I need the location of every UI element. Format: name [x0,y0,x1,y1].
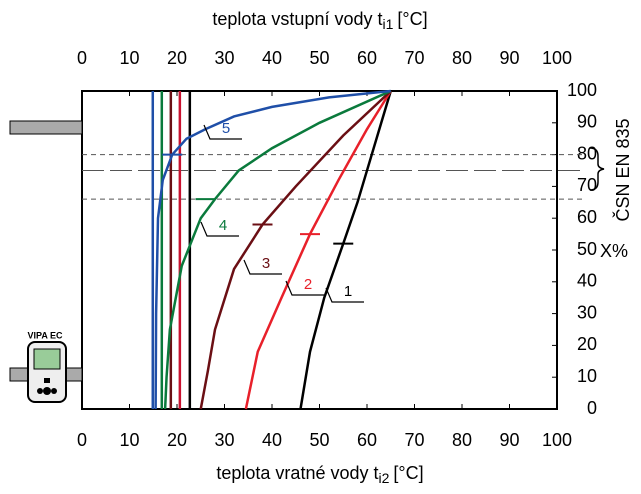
x-tick-label: 10 [119,430,139,450]
curve [163,89,392,410]
pipe [9,120,83,135]
x2-tick-label: 90 [499,48,519,68]
curve-label: 5 [222,120,230,137]
x2-tick-label: 30 [214,48,234,68]
x-tick-label: 0 [77,430,87,450]
x2-tick-label: 20 [167,48,187,68]
device-label: VIPA EC [27,330,63,340]
x-tick-label: 70 [404,430,424,450]
x2-tick-label: 50 [309,48,329,68]
label-leader [200,221,239,237]
x2-tick-label: 80 [452,48,472,68]
label-leader [285,280,324,296]
y-tick-label: 50 [577,239,597,259]
label-leader [243,259,282,275]
x2-tick-label: 40 [262,48,282,68]
curve-label: 1 [344,283,352,300]
x-tick-label: 100 [542,430,572,450]
y-tick-label: 90 [577,112,597,132]
curve-label: 2 [304,276,312,293]
x2-tick-label: 100 [542,48,572,68]
x2-tick-label: 10 [119,48,139,68]
x-tick-label: 90 [499,430,519,450]
y-tick-label: 80 [577,143,597,163]
y-tick-label: 60 [577,207,597,227]
x-tick-label: 50 [309,430,329,450]
x-tick-label: 40 [262,430,282,450]
curve [199,90,392,410]
x-tick-label: 60 [357,430,377,450]
y-tick-label: 100 [567,80,597,100]
curve-label: 3 [262,255,270,272]
y-unit-label: X% [600,241,628,261]
y-tick-label: 70 [577,175,597,195]
device [27,341,67,403]
x2-tick-label: 70 [404,48,424,68]
curve [154,89,391,410]
y-tick-label: 0 [587,398,597,418]
y-tick-label: 20 [577,334,597,354]
label-leader [203,124,242,140]
x-axis-label: teplota vratné vody ti2 [°C] [216,463,423,486]
x2-tick-label: 0 [77,48,87,68]
y-tick-label: 40 [577,271,597,291]
x-tick-label: 30 [214,430,234,450]
x-tick-label: 80 [452,430,472,450]
curve-label: 4 [219,217,227,234]
bracket-label: ČSN EN 835 [612,118,633,221]
x-tick-label: 20 [167,430,187,450]
y-tick-label: 30 [577,302,597,322]
y-tick-label: 10 [577,366,597,386]
x2-axis-label: teplota vstupní vody ti1 [°C] [212,9,427,32]
label-leader [325,287,364,303]
x2-tick-label: 60 [357,48,377,68]
bracket [589,147,605,191]
